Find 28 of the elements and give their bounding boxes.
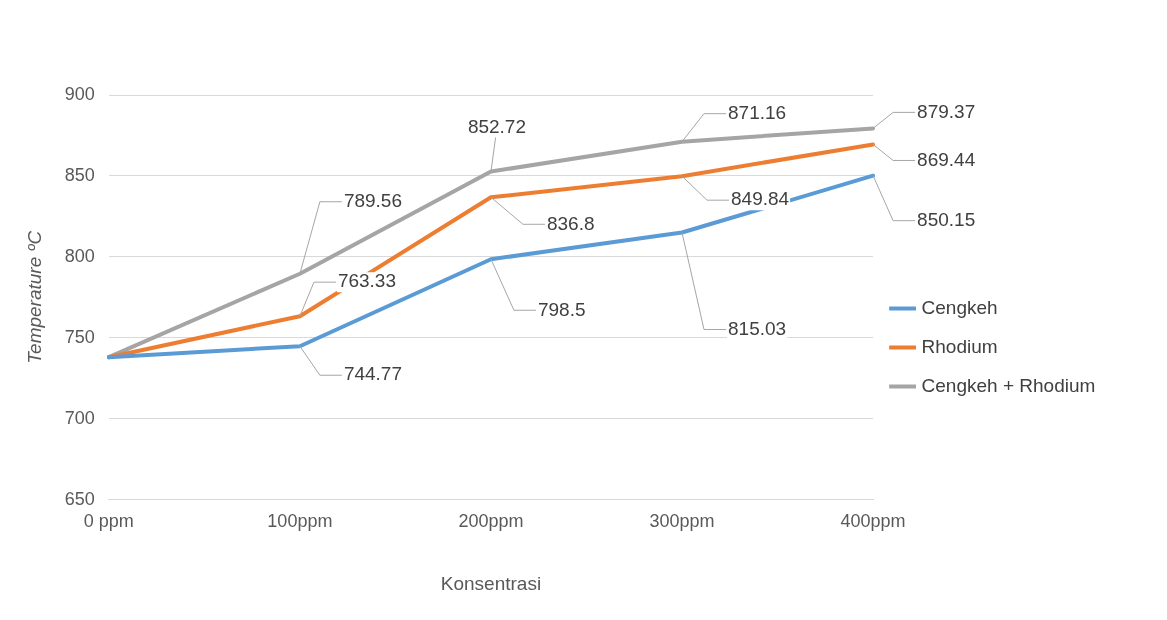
legend-label: Rhodium [921,335,1030,357]
legend-label: Cengkeh [921,296,1030,318]
data-label: 869.44 [917,148,976,170]
data-label: 871.16 [728,101,787,123]
y-tick-label: 900 [64,83,95,104]
data-label: 789.56 [343,189,403,211]
x-tick-label: 100ppm [267,511,333,532]
data-label: 879.37 [917,100,976,122]
x-tick-label: 200ppm [458,511,524,532]
x-tick-label: 300ppm [649,511,715,532]
y-tick-label: 850 [64,164,95,185]
data-label: 798.5 [537,298,586,320]
data-label: 763.33 [337,270,397,292]
y-tick-label: 650 [64,488,95,509]
y-tick-label: 700 [64,407,95,428]
data-label: 849.84 [731,188,790,210]
x-tick-label: 400ppm [840,511,906,532]
data-label: 836.8 [546,212,595,234]
x-axis-title: Konsentrasi [440,572,542,594]
x-tick-label: 0 ppm [83,511,134,532]
data-label: 850.15 [917,208,976,230]
data-label: 744.77 [343,363,403,385]
data-label: 815.03 [728,317,787,339]
y-tick-label: 750 [64,326,95,347]
y-tick-label: 800 [64,245,95,266]
data-label: 852.72 [467,115,527,137]
y-axis-title: Temperature ºC [23,230,45,364]
legend-label: Cengkeh + Rhodium [921,374,1127,396]
